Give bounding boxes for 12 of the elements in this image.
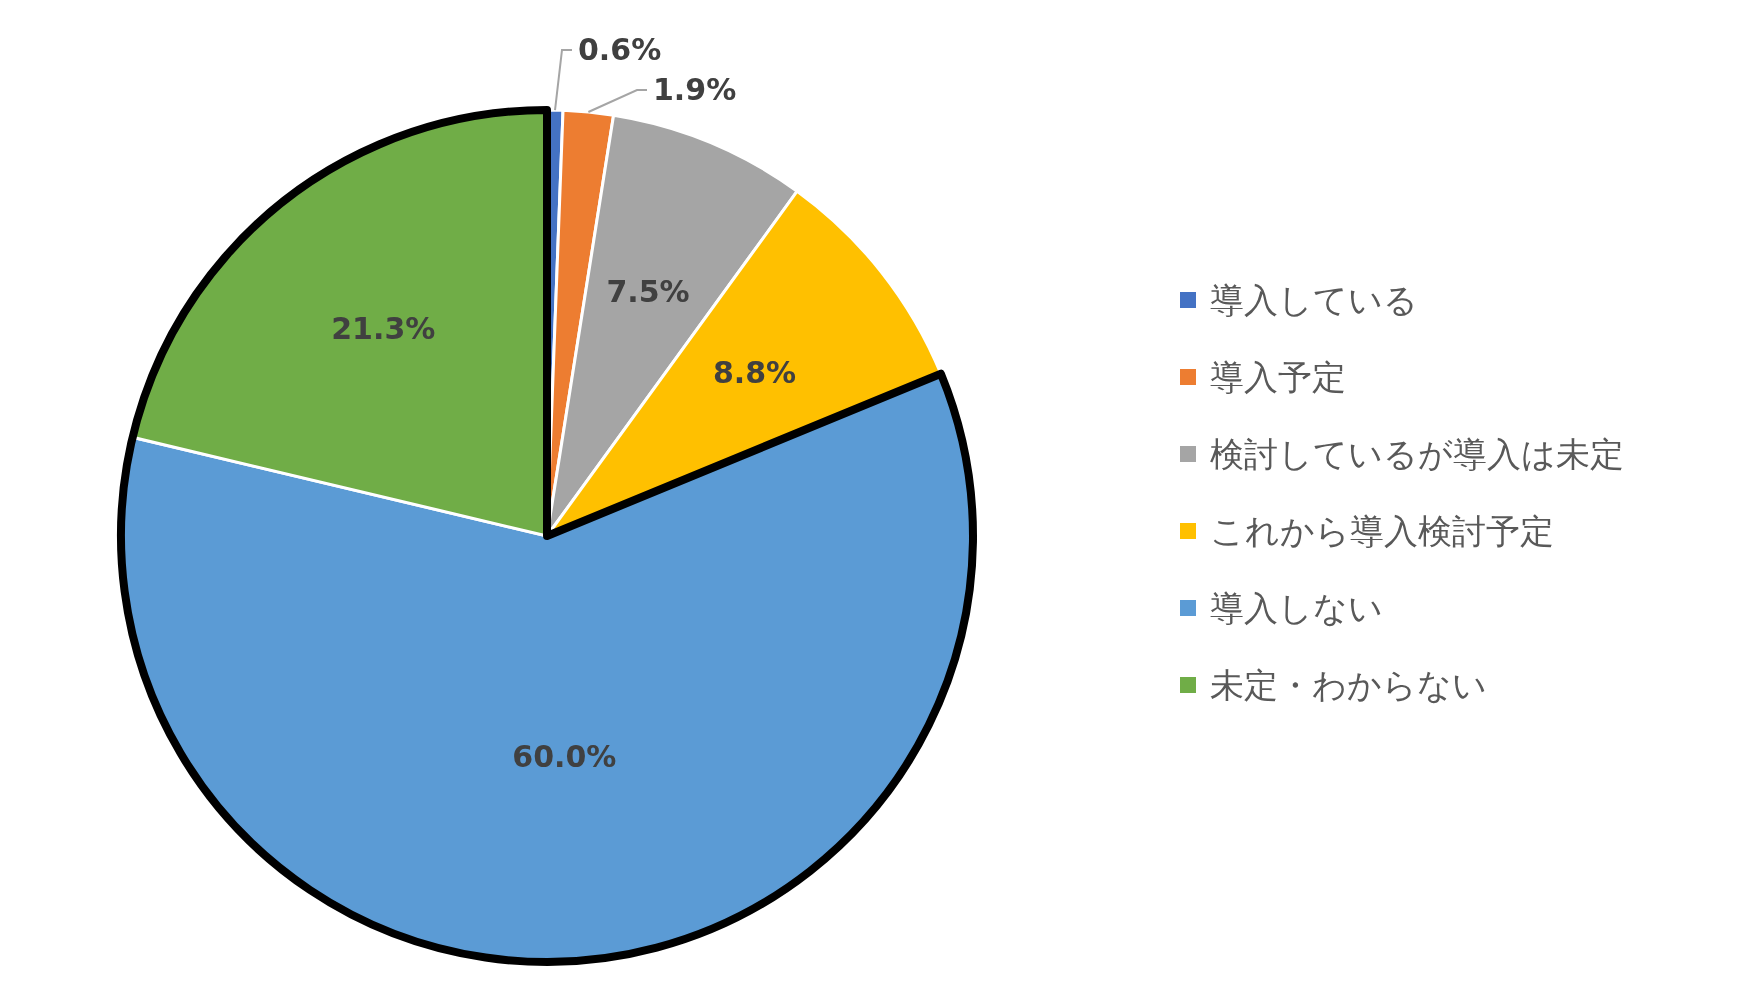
legend-label: 検討しているが導入は未定 (1210, 434, 1624, 474)
legend-label: 導入している (1210, 280, 1418, 320)
data-label: 21.3% (331, 310, 436, 346)
data-label: 60.0% (512, 738, 617, 774)
data-label: 8.8% (712, 354, 797, 390)
legend-label: これから導入検討予定 (1210, 511, 1554, 551)
legend-label: 導入しない (1210, 588, 1383, 628)
data-label: 7.5% (606, 273, 690, 309)
legend-label: 導入予定 (1210, 357, 1346, 397)
data-label: 1.9% (653, 72, 737, 107)
legend-label: 未定・わからない (1210, 665, 1487, 705)
data-label: 0.6% (578, 32, 662, 67)
